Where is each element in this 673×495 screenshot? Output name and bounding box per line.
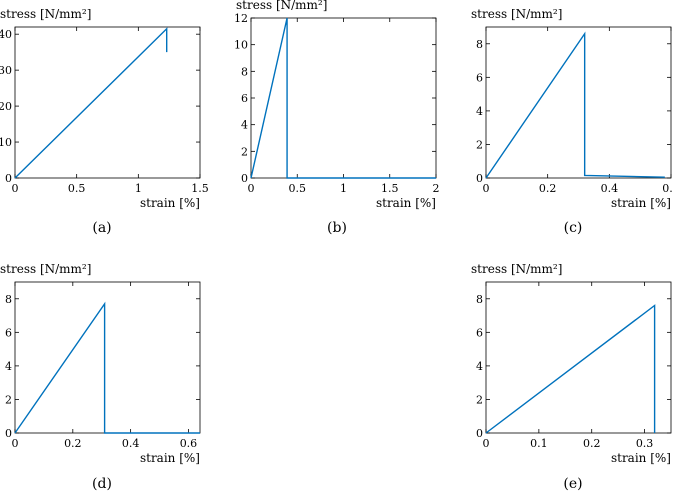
x-tick-label: 0 [483,182,490,195]
x-tick-label: 0.5 [68,182,86,195]
y-tick-label: 0 [5,427,12,440]
x-tick-label: 0.2 [539,182,557,195]
x-tick-label: 0.5 [289,182,307,195]
y-tick-label: 4 [476,105,483,118]
y-tick-label: 0 [476,427,483,440]
x-axis-label: strain [%] [376,196,436,210]
y-tick-label: 2 [5,393,12,406]
y-axis-label: stress [N/mm²] [236,0,327,12]
y-tick-label: 40 [0,28,12,41]
subplot-caption: (d) [92,476,112,492]
x-axis-label: strain [%] [140,451,200,465]
x-tick-label: 2 [433,182,440,195]
x-tick-label: 0.6 [180,437,198,450]
subplot-d: 0 0.2 0.4 0.6 0 2 4 6 8 strain [%] stress [N/mm²] (… [0,262,201,492]
y-tick-label: 8 [476,38,483,51]
axes-box [250,17,437,179]
x-tick-label: 0.3 [636,437,654,450]
y-tick-label: 12 [234,12,248,25]
x-tick-label: 0.2 [64,437,82,450]
series-line [485,304,656,434]
x-tick-label: 1 [340,182,347,195]
subplot-caption: (b) [327,220,347,236]
y-tick-label: 4 [476,360,483,373]
x-tick-label: 0 [12,437,19,450]
y-tick-label: 0 [476,172,483,185]
x-tick-label: 1.5 [381,182,399,195]
x-tick-label: 0 [12,182,19,195]
x-axis-label: strain [%] [611,196,671,210]
subplot-caption: (c) [564,220,583,236]
x-tick-label: 1.5 [191,182,209,195]
x-axis-label: strain [%] [140,196,200,210]
x-tick-label: 1 [135,182,142,195]
axes-box [485,26,672,179]
y-tick-label: 8 [476,293,483,306]
x-tick-label: 0 [483,437,490,450]
y-tick-label: 2 [241,145,248,158]
x-tick-label: 0.2 [583,437,601,450]
series-line [14,301,200,434]
y-axis-label: stress [N/mm²] [471,262,562,276]
y-tick-label: 6 [476,326,483,339]
y-axis-label: stress [N/mm²] [471,7,562,21]
series-line [14,27,168,179]
subplot-e: 0 0.1 0.2 0.3 0 2 4 6 8 strain [%] stress [N/mm²] (… [471,262,672,492]
x-tick-label: 0.4 [601,182,619,195]
y-tick-label: 20 [0,100,12,113]
y-tick-label: 4 [241,119,248,132]
x-tick-label: 0.1 [530,437,548,450]
y-tick-label: 30 [0,64,12,77]
subplot-b: 0 0.5 1 1.5 2 0 2 4 6 8 10 12 strain [%] stress [N/mm… [234,0,440,236]
x-tick-label: 0.4 [122,437,140,450]
y-tick-label: 8 [241,65,248,78]
y-tick-label: 0 [5,172,12,185]
y-axis-label: stress [N/mm²] [0,7,91,21]
y-tick-label: 4 [5,360,12,373]
y-tick-label: 6 [476,71,483,84]
x-tick-label: 0 [248,182,255,195]
y-tick-label: 0 [241,172,248,185]
subplot-c: 0 0.2 0.4 0.6 0 2 4 6 8 strain [%] stress [N/mm²] (… [471,7,673,236]
y-tick-label: 6 [5,326,12,339]
axes-box [485,281,672,434]
y-axis-label: stress [N/mm²] [0,262,91,276]
series-line [485,31,665,179]
subplot-a: 0 0.5 1 1.5 0 10 20 30 40 strain [%] stress [N/mm²… [0,7,209,236]
axes-box [14,26,201,179]
subplot-caption: (a) [92,220,111,236]
axes-box [14,281,201,434]
y-tick-label: 6 [241,92,248,105]
subplot-caption: (e) [563,476,582,492]
y-tick-label: 10 [0,136,12,149]
y-tick-label: 8 [5,293,12,306]
x-tick-label: 0.6 [662,182,673,195]
y-tick-label: 10 [234,39,248,52]
x-axis-label: strain [%] [611,451,671,465]
y-tick-label: 2 [476,393,483,406]
series-line [250,17,436,179]
y-tick-label: 2 [476,138,483,151]
